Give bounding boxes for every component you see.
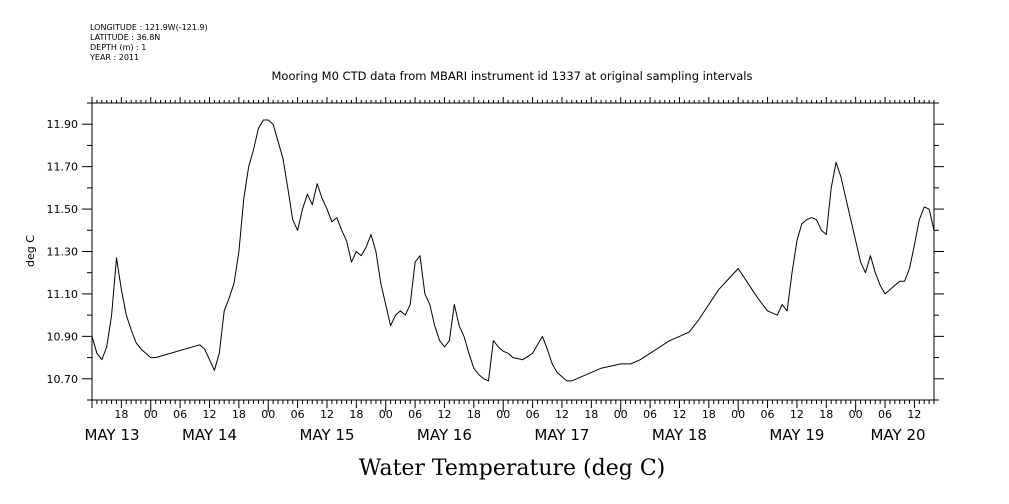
x-hour-label: 06: [526, 408, 540, 421]
x-axis-title: Water Temperature (deg C): [359, 456, 666, 481]
x-hour-label: 00: [496, 408, 510, 421]
x-hour-label: 18: [702, 408, 716, 421]
y-tick-label: 11.70: [47, 161, 79, 174]
x-hour-label: 06: [878, 408, 892, 421]
x-hour-label: 06: [173, 408, 187, 421]
y-tick-label: 11.30: [47, 246, 79, 259]
x-hour-label: 18: [114, 408, 128, 421]
x-hour-label: 00: [849, 408, 863, 421]
x-hour-label: 18: [584, 408, 598, 421]
x-hour-label: 12: [672, 408, 686, 421]
series-layer: [91, 119, 935, 382]
x-hour-label: 12: [202, 408, 216, 421]
y-tick-label: 10.70: [47, 373, 79, 386]
x-hour-label: 12: [437, 408, 451, 421]
x-hour-label: 12: [907, 408, 921, 421]
x-hour-label: 12: [320, 408, 334, 421]
x-hour-label: 06: [761, 408, 775, 421]
latitude-label: LATITUDE : 36.8N: [90, 33, 160, 42]
x-hour-label: 18: [467, 408, 481, 421]
x-day-label: MAY 17: [534, 426, 589, 444]
x-day-label: MAY 18: [652, 426, 707, 444]
x-hour-label: 00: [614, 408, 628, 421]
x-hour-label: 12: [555, 408, 569, 421]
x-hour-label: 06: [643, 408, 657, 421]
y-axis: 10.70 10.90 11.10 11.30 11.50 11.70 11.90: [47, 102, 944, 401]
x-hour-label: 06: [291, 408, 305, 421]
x-day-label: MAY 13: [84, 426, 139, 444]
x-hour-label: 00: [731, 408, 745, 421]
y-tick-label: 11.90: [47, 118, 79, 131]
y-tick-label: 11.50: [47, 203, 79, 216]
y-axis-label: deg C: [24, 235, 37, 267]
x-hour-label: 18: [349, 408, 363, 421]
x-hour-label: 06: [408, 408, 422, 421]
x-day-label: MAY 16: [417, 426, 472, 444]
x-day-label: MAY 14: [182, 426, 237, 444]
y-tick-label: 10.90: [47, 330, 79, 343]
x-day-label: MAY 15: [299, 426, 354, 444]
x-hour-label: 00: [261, 408, 275, 421]
x-hour-label: 00: [379, 408, 393, 421]
x-day-label: MAY 19: [769, 426, 824, 444]
x-axis: 18 00 06 12 18 00 06 12 18 00 06 12 18 00 06 12 18 00 06 12…: [84, 97, 935, 444]
y-tick-label: 11.10: [47, 288, 79, 301]
longitude-label: LONGITUDE : 121.9W(-121.9): [90, 23, 208, 32]
x-day-label: MAY 20: [870, 426, 925, 444]
x-hour-label: 18: [819, 408, 833, 421]
chart-title: Mooring M0 CTD data from MBARI instrumen…: [272, 69, 753, 83]
x-hour-label: 00: [144, 408, 158, 421]
year-label: YEAR : 2011: [89, 53, 139, 62]
depth-label: DEPTH (m) : 1: [90, 43, 146, 52]
x-hour-label: 12: [790, 408, 804, 421]
x-hour-label: 18: [232, 408, 246, 421]
series-line: [91, 119, 935, 382]
